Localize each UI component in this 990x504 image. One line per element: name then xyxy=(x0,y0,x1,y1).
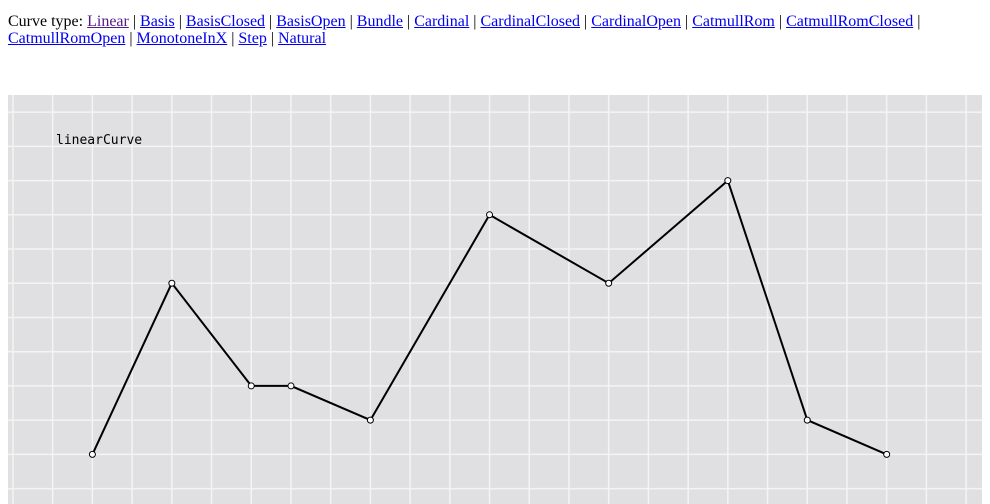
data-point[interactable] xyxy=(88,450,96,458)
nav-separator: | xyxy=(174,13,186,30)
curve-type-label: Curve type: xyxy=(8,13,88,30)
nav-separator: | xyxy=(774,13,787,30)
curve-label: linearCurve xyxy=(56,133,142,148)
curve-link-step[interactable]: Step xyxy=(238,30,267,47)
curve-link-cardinal[interactable]: Cardinal xyxy=(414,13,470,30)
nav-separator: | xyxy=(403,13,415,30)
nav-separator: | xyxy=(265,13,277,30)
nav-separator: | xyxy=(125,30,137,47)
data-point[interactable] xyxy=(287,382,295,390)
nav-separator: | xyxy=(469,13,481,30)
chart-area: linearCurve xyxy=(8,95,982,504)
curve-link-cardinalclosed[interactable]: CardinalClosed xyxy=(480,13,581,30)
curve-link-natural[interactable]: Natural xyxy=(278,30,327,47)
curve-link-basisopen[interactable]: BasisOpen xyxy=(276,13,346,30)
curve-link-cardinalopen[interactable]: CardinalOpen xyxy=(591,13,681,30)
nav-separator: | xyxy=(266,30,279,47)
nav-separator: | xyxy=(128,13,141,30)
data-point[interactable] xyxy=(247,382,255,390)
data-point[interactable] xyxy=(803,416,811,424)
data-point[interactable] xyxy=(366,416,374,424)
chart-grid xyxy=(8,95,982,504)
nav-separator: | xyxy=(681,13,693,30)
nav-separator: | xyxy=(913,13,921,30)
data-point[interactable] xyxy=(724,177,732,185)
nav-separator: | xyxy=(345,13,357,30)
data-point[interactable] xyxy=(605,279,613,287)
data-points xyxy=(88,177,891,458)
curve-type-nav: Curve type: Linear | Basis | BasisClosed… xyxy=(8,13,968,47)
curve-link-catmullromopen[interactable]: CatmullRomOpen xyxy=(8,30,126,47)
curve-line xyxy=(91,178,888,456)
curve-link-linear[interactable]: Linear xyxy=(87,13,129,30)
curve-type-links: Linear | Basis | BasisClosed | BasisOpen… xyxy=(8,13,920,47)
curve-link-basis[interactable]: Basis xyxy=(140,13,175,30)
curve-link-catmullromclosed[interactable]: CatmullRomClosed xyxy=(786,13,914,30)
line-chart: linearCurve xyxy=(8,95,982,504)
nav-separator: | xyxy=(227,30,239,47)
curve-link-basisclosed[interactable]: BasisClosed xyxy=(185,13,266,30)
data-point[interactable] xyxy=(168,279,176,287)
data-point[interactable] xyxy=(486,211,494,219)
data-point[interactable] xyxy=(883,450,891,458)
curve-link-bundle[interactable]: Bundle xyxy=(356,13,403,30)
curve-link-monotoneinx[interactable]: MonotoneInX xyxy=(136,30,228,47)
curve-link-catmullrom[interactable]: CatmullRom xyxy=(692,13,775,30)
nav-separator: | xyxy=(580,13,592,30)
